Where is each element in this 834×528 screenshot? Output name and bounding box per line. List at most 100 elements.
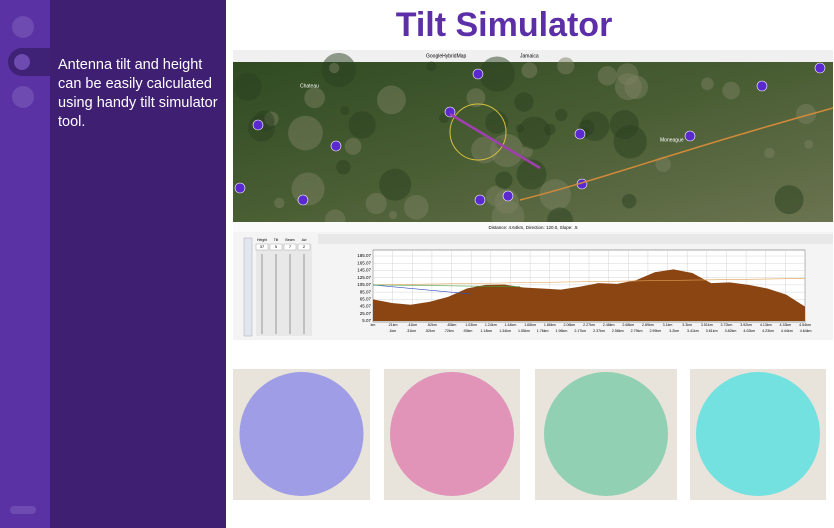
site-icon <box>756 80 768 92</box>
x-tick-label: 3.1km <box>663 323 673 327</box>
terrain <box>495 171 513 189</box>
x-tick-label: 2.06km <box>563 323 575 327</box>
terrain <box>485 110 509 134</box>
site-icon <box>814 62 826 74</box>
x-tick-label: 4.64km <box>800 329 812 333</box>
terrain <box>517 116 551 150</box>
x-tick-label: .1km <box>388 329 396 333</box>
control-value: 5 <box>275 244 278 249</box>
map-label: Moneague <box>660 137 684 143</box>
x-tick-label: 1.96km <box>556 329 568 333</box>
y-tick-label: 5.07 <box>362 318 371 323</box>
toolbar <box>233 50 833 62</box>
x-tick-label: 1.44km <box>505 323 517 327</box>
terrain <box>621 193 637 209</box>
terrain <box>288 115 323 151</box>
control-label: Height <box>257 238 267 242</box>
x-tick-label: 2.99km <box>649 329 661 333</box>
x-tick-label: 3.41km <box>687 329 699 333</box>
coverage <box>544 372 668 496</box>
range-circle <box>449 103 507 161</box>
terrain <box>557 57 575 75</box>
x-tick-label: 4.54km <box>799 323 811 327</box>
x-tick-label: 3.51km <box>701 323 713 327</box>
x-tick-label: 2.17km <box>574 329 586 333</box>
x-tick-label: 1.86km <box>544 323 556 327</box>
x-tick-label: 2.58km <box>612 329 624 333</box>
dot <box>14 54 30 70</box>
site-icon <box>502 190 514 202</box>
input <box>269 243 283 251</box>
input <box>283 243 297 251</box>
pill <box>10 506 36 514</box>
controls <box>256 244 312 336</box>
site-icon <box>297 194 309 206</box>
x-tick-label: 1.14km <box>480 329 492 333</box>
terrain <box>539 179 572 211</box>
terrain <box>233 72 262 101</box>
coverage <box>239 372 364 496</box>
terrain <box>521 146 533 158</box>
region: Jamaica <box>520 53 539 59</box>
y-tick-label: 65.07 <box>360 297 372 302</box>
y-tick-label: 185.07 <box>357 253 371 258</box>
control-value: 2 <box>303 244 306 249</box>
status-bar <box>233 222 833 232</box>
coverage <box>696 372 820 496</box>
y-tick-label: 125.07 <box>357 275 371 280</box>
slider-panel <box>243 237 253 337</box>
beam-line <box>372 278 806 286</box>
terrain <box>479 56 515 92</box>
x-tick-label: 1.65km <box>524 323 536 327</box>
terrain <box>701 77 714 91</box>
x-tick-label: .41km <box>407 323 417 327</box>
x-tick-label: 3.2km <box>669 329 679 333</box>
y-tick-label: 105.07 <box>357 282 371 287</box>
terrain <box>340 106 350 116</box>
terrain <box>365 192 387 215</box>
control-label: Beam <box>285 238 294 242</box>
control-value: 37 <box>260 244 265 249</box>
site-icon <box>474 194 486 206</box>
site-icon <box>252 119 264 131</box>
x-tick-label: 1.55km <box>518 329 530 333</box>
terrain <box>764 147 775 159</box>
terrain <box>336 159 351 175</box>
x-tick-label: 1.76km <box>537 329 549 333</box>
x-tick-label: 2.89km <box>642 323 654 327</box>
x-tick-label: km <box>371 323 376 327</box>
terrain <box>774 185 804 215</box>
y-tick-label: 145.07 <box>357 268 371 273</box>
x-tick-label: 1.03km <box>465 323 477 327</box>
x-tick-label: .62km <box>427 323 437 327</box>
title: Tilt Simulator <box>395 6 613 44</box>
terrain <box>466 88 486 108</box>
x-tick-label: .83km <box>447 323 457 327</box>
road <box>519 107 834 201</box>
terrain <box>514 92 534 112</box>
x-tick-label: .52km <box>425 329 435 333</box>
terrain <box>329 62 340 74</box>
y-tick-label: 25.07 <box>360 311 372 316</box>
body-text: Antenna tilt and height can be easily ca… <box>58 57 218 130</box>
map-label: Chateau <box>300 83 319 89</box>
site-icon <box>472 68 484 80</box>
x-tick-label: 2.37km <box>593 329 605 333</box>
beam-line <box>372 284 471 295</box>
terrain <box>614 73 642 101</box>
terrain <box>344 138 362 155</box>
control-label: Tilt <box>274 238 279 242</box>
control-label: Azi <box>302 238 307 242</box>
terrain <box>795 103 817 125</box>
chart-toolbar <box>318 234 833 244</box>
input <box>297 243 311 251</box>
terrain <box>490 133 524 168</box>
input <box>255 243 269 251</box>
terrain <box>403 194 429 220</box>
sidebar-strip <box>0 0 50 528</box>
x-tick-label: .21km <box>388 323 398 327</box>
terrain <box>426 61 437 72</box>
site-icon <box>684 130 696 142</box>
x-tick-label: 3.3km <box>682 323 692 327</box>
